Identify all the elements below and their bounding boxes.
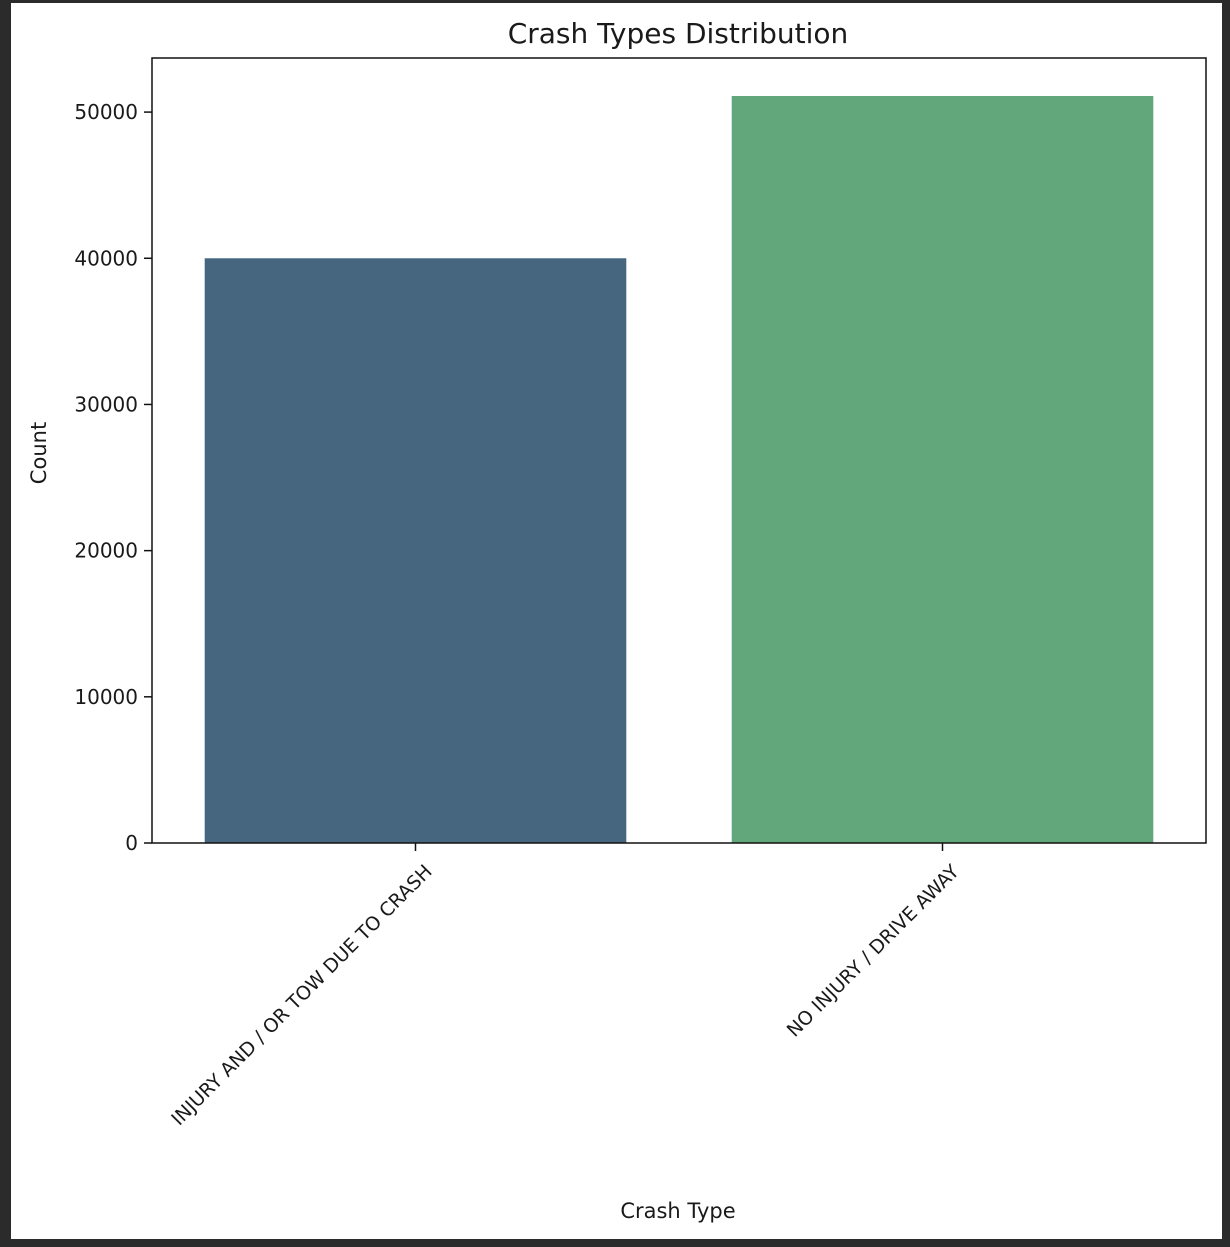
- y-tick-label: 0: [125, 831, 138, 855]
- plot-area-frame: [151, 57, 1207, 844]
- x-tick-label: INJURY AND / OR TOW DUE TO CRASH: [167, 861, 436, 1130]
- bar-1: [731, 96, 1154, 843]
- chart-title: Crash Types Distribution: [508, 17, 849, 50]
- bars-group: [204, 96, 1154, 843]
- y-tick-label: 10000: [74, 685, 138, 709]
- x-axis: INJURY AND / OR TOW DUE TO CRASH NO INJUR…: [167, 843, 964, 1130]
- y-axis-label: Count: [27, 422, 51, 484]
- y-tick-label: 20000: [74, 539, 138, 563]
- x-axis-label: Crash Type: [620, 1199, 735, 1223]
- figure-canvas: Crash Types Distribution 0 10000 20000 3000…: [11, 3, 1222, 1239]
- y-tick-label: 40000: [74, 246, 138, 270]
- x-tick-label: NO INJURY / DRIVE AWAY: [783, 860, 964, 1041]
- y-tick-label: 30000: [74, 392, 138, 416]
- y-axis: 0 10000 20000 30000 40000 50000: [74, 100, 152, 855]
- bar-0: [204, 258, 627, 843]
- y-tick-label: 50000: [74, 100, 138, 124]
- bar-chart: Crash Types Distribution 0 10000 20000 3000…: [27, 17, 1207, 1223]
